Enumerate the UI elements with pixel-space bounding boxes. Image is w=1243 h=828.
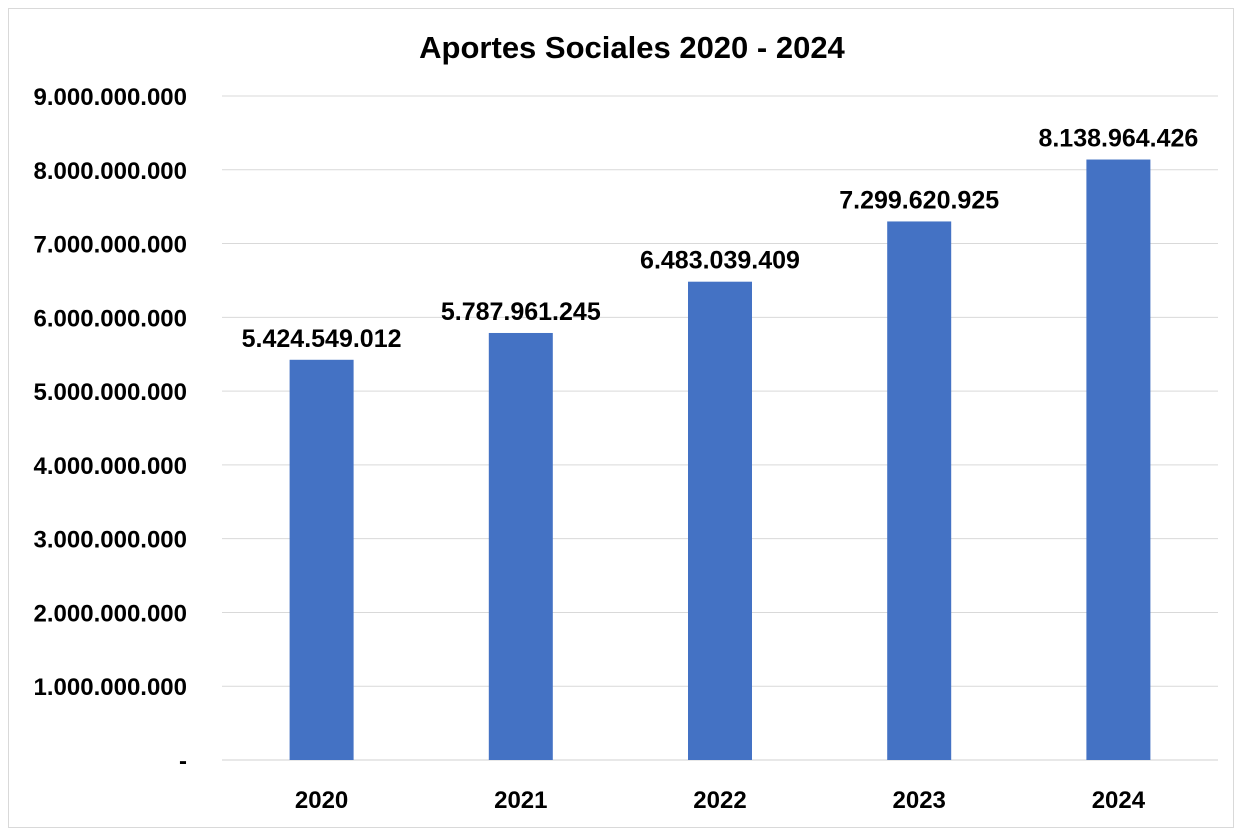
bars bbox=[289, 159, 1151, 761]
data-label-2022: 6.483.039.409 bbox=[640, 247, 800, 275]
bar-2022 bbox=[688, 281, 752, 760]
category-label-2020: 2020 bbox=[295, 787, 348, 814]
y-tick-label: 1.000.000.000 bbox=[34, 674, 187, 701]
data-label-2020: 5.424.549.012 bbox=[242, 325, 402, 353]
chart-frame bbox=[8, 8, 1234, 828]
y-tick-label: 9.000.000.000 bbox=[34, 84, 187, 111]
y-tick-label: 4.000.000.000 bbox=[34, 453, 187, 480]
gridlines bbox=[222, 95, 1218, 761]
y-axis-tick-labels: - 1.000.000.000 2.000.000.000 3.000.000.000… bbox=[34, 84, 187, 775]
bar-2023 bbox=[887, 221, 952, 760]
category-label-2021: 2021 bbox=[494, 787, 547, 814]
data-label-2024: 8.138.964.426 bbox=[1038, 125, 1198, 153]
y-tick-label: 2.000.000.000 bbox=[34, 600, 187, 627]
y-tick-label: 5.000.000.000 bbox=[34, 379, 187, 406]
bar-2020 bbox=[289, 359, 354, 760]
y-tick-label: - bbox=[179, 748, 187, 775]
x-axis-category-labels: 2020 2021 2022 2023 2024 bbox=[295, 787, 1146, 814]
chart-title: Aportes Sociales 2020 - 2024 bbox=[419, 30, 845, 65]
y-tick-label: 6.000.000.000 bbox=[34, 305, 187, 332]
category-label-2024: 2024 bbox=[1092, 787, 1146, 814]
y-tick-label: 3.000.000.000 bbox=[34, 527, 187, 554]
data-label-2021: 5.787.961.245 bbox=[441, 298, 601, 326]
y-tick-label: 7.000.000.000 bbox=[34, 232, 187, 259]
bar-2024 bbox=[1086, 159, 1151, 761]
data-labels: 5.424.549.012 5.787.961.245 6.483.039.409 7… bbox=[242, 125, 1199, 353]
y-tick-label: 8.000.000.000 bbox=[34, 158, 187, 185]
bar-2021 bbox=[488, 332, 553, 760]
data-label-2023: 7.299.620.925 bbox=[839, 186, 999, 214]
category-label-2023: 2023 bbox=[893, 787, 946, 814]
category-label-2022: 2022 bbox=[693, 787, 746, 814]
